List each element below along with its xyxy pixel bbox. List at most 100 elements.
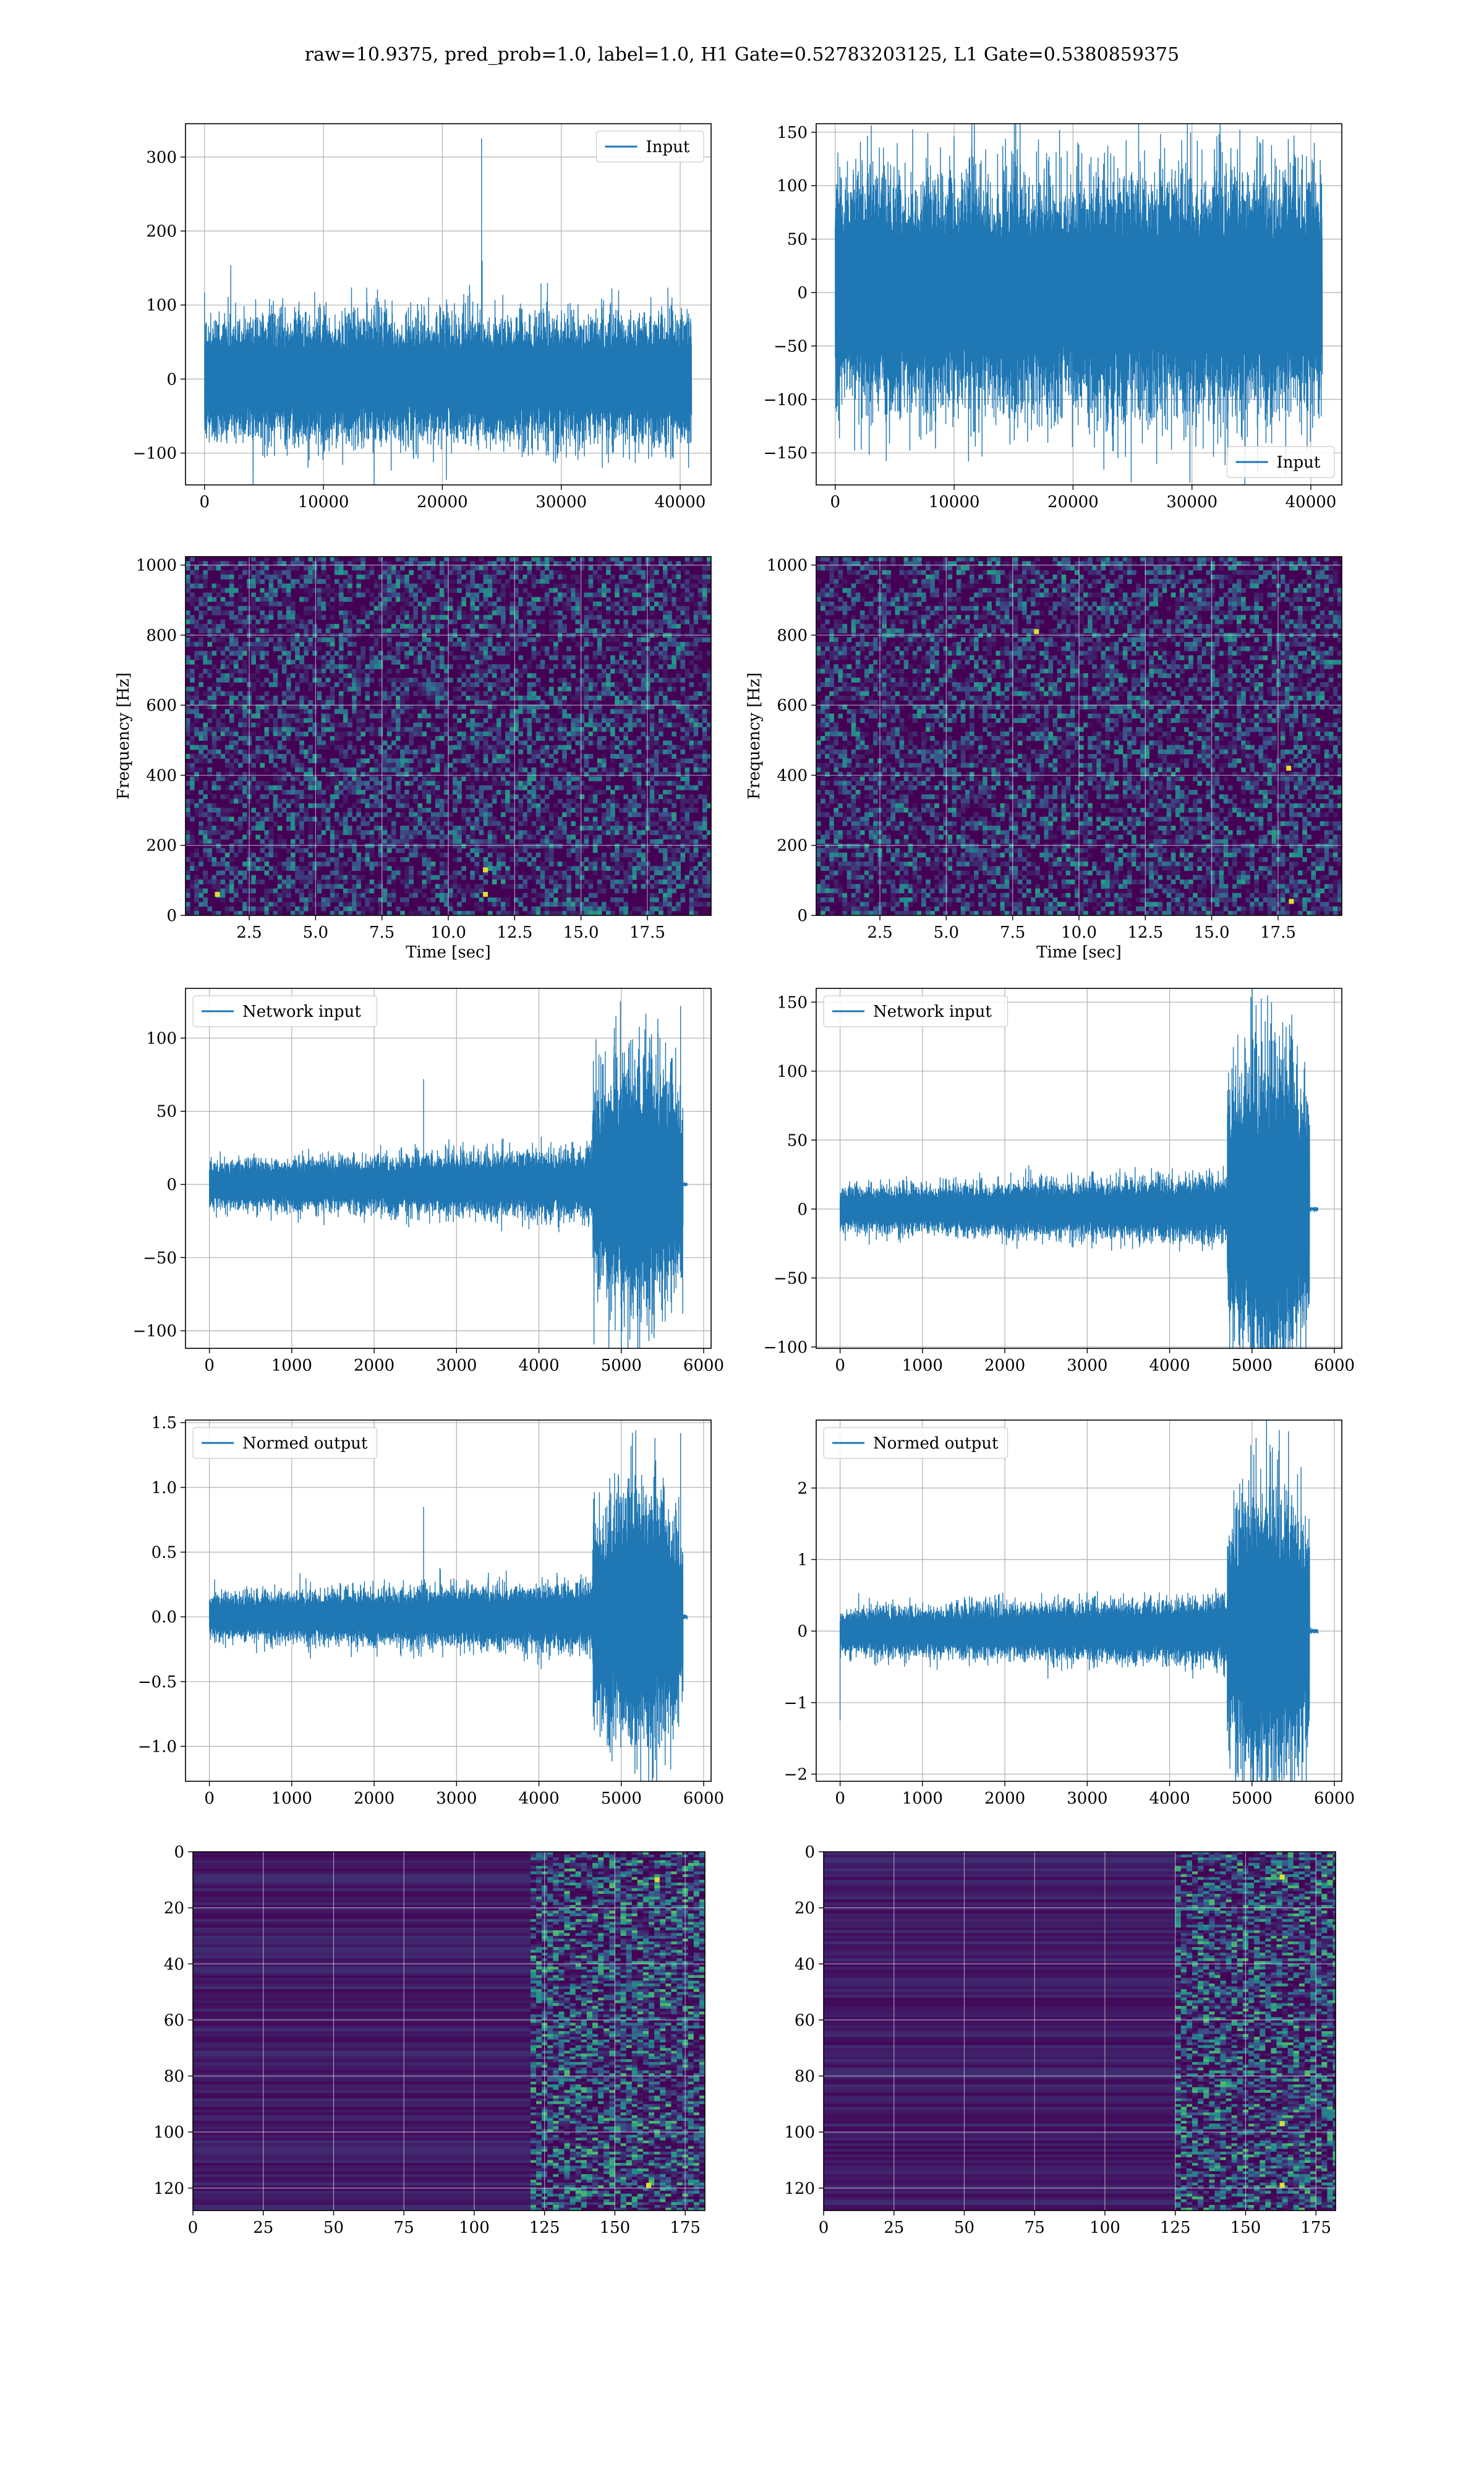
heatmap-cell (501, 758, 506, 764)
heatmap-cell (501, 669, 506, 674)
heatmap-cell (378, 588, 383, 593)
heatmap-cell (268, 834, 274, 840)
heatmap-cell (386, 718, 392, 723)
heatmap-cell (645, 588, 650, 593)
heatmap-cell (391, 749, 396, 755)
heatmap-cell (413, 583, 419, 589)
heatmap-cell (220, 651, 226, 656)
heatmap-cell (308, 794, 313, 800)
heatmap-cell (373, 884, 379, 889)
heatmap-cell (242, 561, 247, 567)
heatmap-cell (343, 749, 348, 755)
heatmap-cell (522, 745, 528, 750)
heatmap-cell (422, 655, 427, 661)
heatmap-cell (492, 745, 497, 750)
heatmap-cell (317, 731, 322, 737)
heatmap-cell (527, 709, 532, 714)
heatmap-cell (325, 628, 331, 633)
heatmap-cell (601, 745, 607, 750)
heatmap-cell (510, 740, 514, 746)
heatmap-cell (426, 682, 432, 687)
heatmap-cell (636, 673, 642, 678)
heatmap-cell (365, 772, 370, 777)
heatmap-cell (277, 570, 283, 575)
heatmap-cell (641, 606, 646, 611)
heatmap-cell (623, 880, 629, 884)
heatmap-cell (645, 669, 650, 674)
heatmap-cell (601, 669, 607, 674)
heatmap-cell (426, 655, 432, 661)
heatmap-cell (260, 682, 265, 687)
heatmap-cell (356, 767, 361, 773)
heatmap-cell (299, 906, 304, 912)
heatmap-cell (378, 700, 383, 705)
heatmap-cell (654, 880, 659, 884)
heatmap-cell (369, 659, 375, 665)
heatmap-cell (606, 588, 611, 593)
heatmap-cell (308, 862, 313, 867)
heatmap-cell (663, 575, 668, 580)
heatmap-cell (338, 659, 344, 665)
heatmap-cell (373, 597, 379, 602)
heatmap-cell (518, 740, 524, 746)
heatmap-cell (422, 579, 427, 584)
heatmap-cell (255, 785, 261, 790)
heatmap-cell (426, 790, 432, 795)
heatmap-cell (356, 687, 361, 692)
heatmap-cell (606, 619, 611, 625)
heatmap-cell (273, 844, 278, 849)
heatmap-cell (522, 695, 528, 701)
heatmap-cell (321, 718, 326, 723)
heatmap-cell (291, 664, 296, 669)
heatmap-cell (601, 682, 607, 687)
heatmap-cell (457, 695, 462, 701)
heatmap-cell (317, 803, 322, 808)
heatmap-cell (453, 615, 458, 620)
heatmap-cell (186, 628, 190, 633)
heatmap-cell (562, 754, 567, 759)
y-tick-label: 200 (146, 223, 177, 241)
heatmap-cell (281, 700, 287, 705)
heatmap-cell (211, 839, 217, 844)
heatmap-cell (474, 839, 480, 844)
heatmap-cell (286, 718, 291, 723)
heatmap-cell (487, 623, 493, 629)
heatmap-cell (422, 682, 427, 687)
heatmap-cell (365, 781, 370, 786)
heatmap-cell (321, 597, 326, 602)
heatmap-cell (435, 812, 440, 818)
heatmap-cell (338, 570, 344, 575)
heatmap-cell (448, 839, 453, 844)
heatmap-cell (277, 623, 283, 629)
heatmap-cell (588, 713, 594, 719)
heatmap-cell (338, 821, 344, 826)
heatmap-cell (291, 798, 296, 804)
heatmap-cell (439, 687, 445, 692)
heatmap-cell (281, 561, 287, 567)
heatmap-cell (676, 709, 681, 714)
heatmap-cell (400, 695, 405, 701)
heatmap-cell (273, 870, 278, 876)
heatmap-cell (343, 579, 348, 584)
heatmap-cell (544, 597, 550, 602)
heatmap-cell (553, 664, 558, 669)
heatmap-cell (378, 803, 383, 808)
heatmap-cell (317, 606, 322, 611)
heatmap-cell (273, 677, 278, 683)
heatmap-cell (338, 709, 344, 714)
heatmap-cell (641, 767, 646, 773)
heatmap-cell (479, 641, 484, 647)
heatmap-cell (558, 736, 563, 741)
heatmap-cell (422, 821, 427, 826)
heatmap-cell (264, 749, 270, 755)
heatmap-cell (373, 826, 379, 831)
heatmap-cell (304, 902, 309, 907)
heatmap-cell (304, 731, 309, 737)
heatmap-cell (531, 798, 537, 804)
heatmap-cell (645, 862, 650, 867)
heatmap-cell (496, 718, 501, 723)
heatmap-cell (321, 588, 326, 593)
heatmap-cell (360, 857, 366, 862)
heatmap-cell (286, 619, 291, 625)
heatmap-cell (492, 794, 497, 800)
